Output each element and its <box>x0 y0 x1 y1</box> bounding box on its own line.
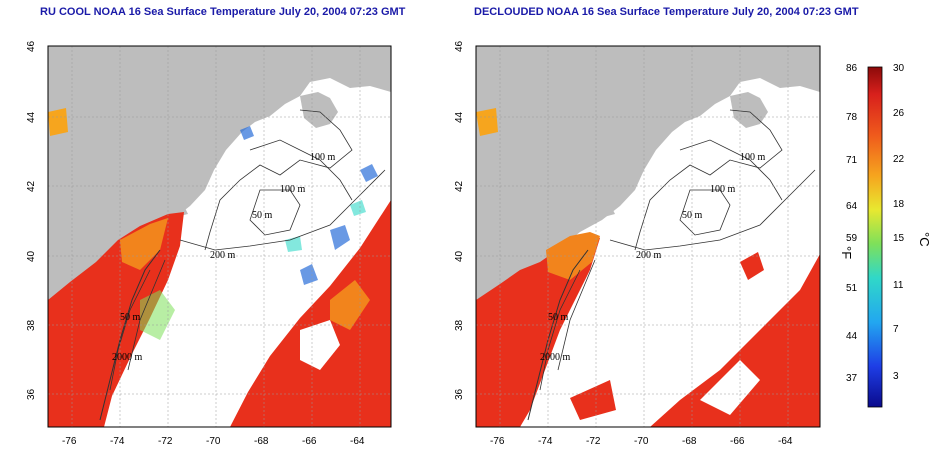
right-panel-title: DECLOUDED NOAA 16 Sea Surface Temperatur… <box>474 6 859 18</box>
colorbar-c-ticks: 30 26 22 18 15 11 7 3 <box>893 63 905 382</box>
contour-label: 50 m <box>120 312 141 323</box>
contour-label: 200 m <box>210 250 236 261</box>
x-tick-label: -76 <box>490 436 505 447</box>
x-tick-label: -76 <box>62 436 77 447</box>
colorbar-c-unit: °C <box>917 232 932 247</box>
contour-label: 200 m <box>636 250 662 261</box>
y-tick-label: 36 <box>26 388 37 400</box>
contour-label: 2000 m <box>540 352 571 363</box>
x-tick-label: -72 <box>158 436 173 447</box>
f-tick-label: 37 <box>846 373 858 384</box>
colorbar-f-unit: °F <box>839 246 854 259</box>
y-tick-label: 46 <box>26 40 37 52</box>
y-tick-label: 46 <box>454 40 465 52</box>
c-tick-label: 18 <box>893 199 905 210</box>
c-tick-label: 30 <box>893 63 905 74</box>
x-tick-label: -74 <box>538 436 553 447</box>
left-y-axis: 46 44 42 40 38 36 <box>26 40 37 400</box>
right-map-frame <box>475 45 821 428</box>
f-tick-label: 78 <box>846 112 858 123</box>
x-tick-label: -66 <box>302 436 317 447</box>
c-tick-label: 11 <box>893 280 904 291</box>
land-mass <box>48 46 391 318</box>
x-tick-label: -64 <box>778 436 793 447</box>
contour-label: 2000 m <box>112 352 143 363</box>
y-tick-label: 38 <box>454 319 465 331</box>
y-tick-label: 36 <box>454 388 465 400</box>
f-tick-label: 44 <box>846 331 858 342</box>
colorbar-gradient <box>867 66 883 408</box>
x-tick-label: -68 <box>254 436 269 447</box>
f-tick-label: 51 <box>846 283 858 294</box>
sst-warm <box>476 236 600 427</box>
c-tick-label: 26 <box>893 108 905 119</box>
y-tick-label: 40 <box>26 250 37 262</box>
x-tick-label: -68 <box>682 436 697 447</box>
y-tick-label: 44 <box>454 111 465 123</box>
c-tick-label: 3 <box>893 371 899 382</box>
f-tick-label: 86 <box>846 63 858 74</box>
x-tick-label: -66 <box>730 436 745 447</box>
y-tick-label: 40 <box>454 250 465 262</box>
contour-label: 50 m <box>252 210 273 221</box>
y-tick-label: 42 <box>26 180 37 192</box>
contour-label: 50 m <box>682 210 703 221</box>
contour-label: 100 m <box>310 152 336 163</box>
f-tick-label: 59 <box>846 233 858 244</box>
y-tick-label: 44 <box>26 111 37 123</box>
left-map-frame <box>47 45 392 428</box>
contour-label: 100 m <box>710 184 736 195</box>
c-tick-label: 22 <box>893 154 905 165</box>
right-y-axis: 46 44 42 40 38 36 <box>454 40 465 400</box>
x-tick-label: -70 <box>634 436 649 447</box>
right-x-axis: -76 -74 -72 -70 -68 -66 -64 <box>490 436 793 447</box>
c-tick-label: 7 <box>893 324 899 335</box>
y-tick-label: 42 <box>454 180 465 192</box>
contour-label: 50 m <box>548 312 569 323</box>
contour-label: 100 m <box>280 184 306 195</box>
contour-label: 100 m <box>740 152 766 163</box>
left-panel-title: RU COOL NOAA 16 Sea Surface Temperature … <box>40 6 406 18</box>
x-tick-label: -72 <box>586 436 601 447</box>
c-tick-label: 15 <box>893 233 905 244</box>
left-x-axis: -76 -74 -72 -70 -68 -66 -64 <box>62 436 365 447</box>
right-map <box>476 46 820 427</box>
f-tick-label: 64 <box>846 201 858 212</box>
x-tick-label: -70 <box>206 436 221 447</box>
f-tick-label: 71 <box>846 155 858 166</box>
left-map <box>48 46 391 427</box>
x-tick-label: -74 <box>110 436 125 447</box>
sst-warm <box>48 212 184 427</box>
colorbar-f-ticks: 86 78 71 64 59 51 44 37 <box>846 63 858 384</box>
x-tick-label: -64 <box>350 436 365 447</box>
y-tick-label: 38 <box>26 319 37 331</box>
colorbar: 86 78 71 64 59 51 44 37 30 26 22 18 15 1… <box>839 63 932 408</box>
